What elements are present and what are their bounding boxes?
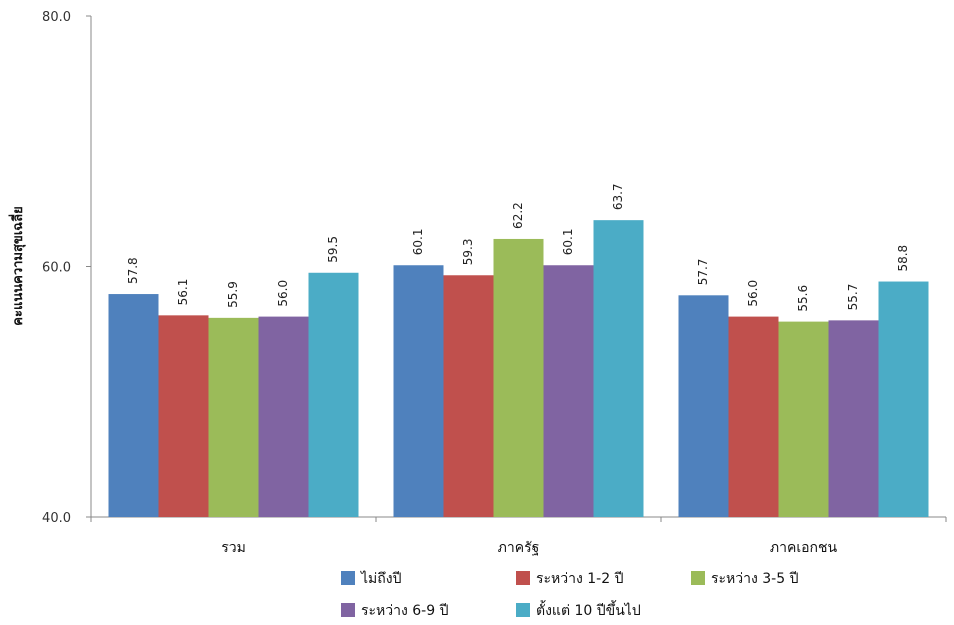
- bar-value-label: 60.1: [411, 229, 425, 256]
- y-tick-label: 80.0: [42, 10, 71, 25]
- y-tick-label: 40.0: [42, 511, 71, 526]
- bar: [393, 265, 444, 517]
- bar: [728, 316, 779, 517]
- bar-value-label: 56.0: [276, 280, 290, 307]
- legend-label: ไม่ถึงปี: [360, 570, 402, 587]
- bars: [108, 220, 929, 517]
- bar-value-label: 63.7: [611, 183, 625, 210]
- legend-swatch: [691, 571, 705, 585]
- bar-value-label: 55.7: [846, 284, 860, 311]
- bar-value-label: 60.1: [561, 229, 575, 256]
- bar-value-label: 59.3: [461, 239, 475, 266]
- legend-label: ระหว่าง 3-5 ปี: [711, 571, 799, 587]
- x-category-label: รวม: [221, 540, 246, 556]
- legend-swatch: [341, 571, 355, 585]
- bar: [158, 315, 209, 517]
- value-labels: 57.8 56.1 55.9 56.0 59.5 60.1 59.3 62.2 60.1 63.7…: [126, 183, 910, 311]
- bar: [878, 281, 929, 517]
- legend-swatch: [341, 603, 355, 617]
- bar-value-label: 59.5: [326, 236, 340, 263]
- bar: [828, 320, 879, 517]
- bar-value-label: 55.6: [796, 285, 810, 312]
- legend: ไม่ถึงปี ระหว่าง 1-2 ปี ระหว่าง 3-5 ปีระหว…: [341, 570, 799, 619]
- bar-value-label: 57.7: [696, 259, 710, 286]
- bar: [778, 321, 829, 517]
- legend-swatch: [516, 571, 530, 585]
- x-category-label: ภาคเอกชน: [770, 540, 838, 556]
- bar-value-label: 58.8: [896, 245, 910, 272]
- bar-value-label: 62.2: [511, 202, 525, 229]
- bar: [543, 265, 594, 517]
- bar: [443, 275, 494, 517]
- bar: [258, 316, 309, 517]
- legend-label: ระหว่าง 6-9 ปี: [361, 603, 449, 619]
- bar: [208, 317, 259, 517]
- y-tick-label: 60.0: [42, 261, 71, 276]
- y-axis-title: คะแนนความสุขเฉลี่ย: [8, 206, 26, 325]
- bar: [593, 220, 644, 517]
- x-category-label: ภาครัฐ: [498, 540, 540, 556]
- bar-value-label: 56.0: [746, 280, 760, 307]
- bar: [493, 238, 544, 517]
- bar-value-label: 57.8: [126, 257, 140, 284]
- legend-swatch: [516, 603, 530, 617]
- bar-value-label: 55.9: [226, 281, 240, 308]
- bar-value-label: 56.1: [176, 279, 190, 306]
- bar: [678, 295, 729, 517]
- bar: [308, 272, 359, 517]
- legend-label: ตั้งแต่ 10 ปีขึ้นไป: [536, 600, 641, 619]
- bar: [108, 294, 159, 517]
- legend-label: ระหว่าง 1-2 ปี: [536, 571, 624, 587]
